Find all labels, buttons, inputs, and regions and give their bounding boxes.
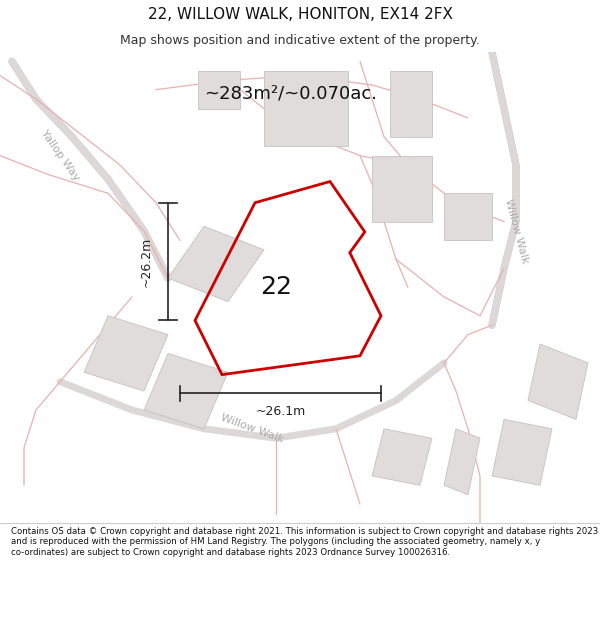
Polygon shape (444, 193, 492, 241)
Text: ~26.2m: ~26.2m (140, 236, 153, 287)
Polygon shape (390, 71, 432, 137)
Text: Map shows position and indicative extent of the property.: Map shows position and indicative extent… (120, 34, 480, 47)
Text: Willow Walk: Willow Walk (503, 198, 529, 264)
Polygon shape (372, 429, 432, 486)
Text: ~26.1m: ~26.1m (256, 405, 305, 418)
Polygon shape (372, 156, 432, 221)
Text: 22: 22 (260, 276, 292, 299)
Text: Contains OS data © Crown copyright and database right 2021. This information is : Contains OS data © Crown copyright and d… (11, 527, 598, 557)
Polygon shape (492, 419, 552, 486)
Polygon shape (168, 226, 264, 302)
Polygon shape (528, 344, 588, 419)
Polygon shape (444, 429, 480, 495)
Polygon shape (84, 316, 168, 391)
Polygon shape (144, 354, 228, 429)
Polygon shape (264, 71, 348, 146)
Text: Yallop Way: Yallop Way (39, 128, 81, 182)
Text: Willow Walk: Willow Walk (219, 412, 285, 445)
Text: ~283m²/~0.070ac.: ~283m²/~0.070ac. (204, 85, 377, 103)
Polygon shape (198, 71, 240, 109)
Text: 22, WILLOW WALK, HONITON, EX14 2FX: 22, WILLOW WALK, HONITON, EX14 2FX (148, 7, 452, 22)
